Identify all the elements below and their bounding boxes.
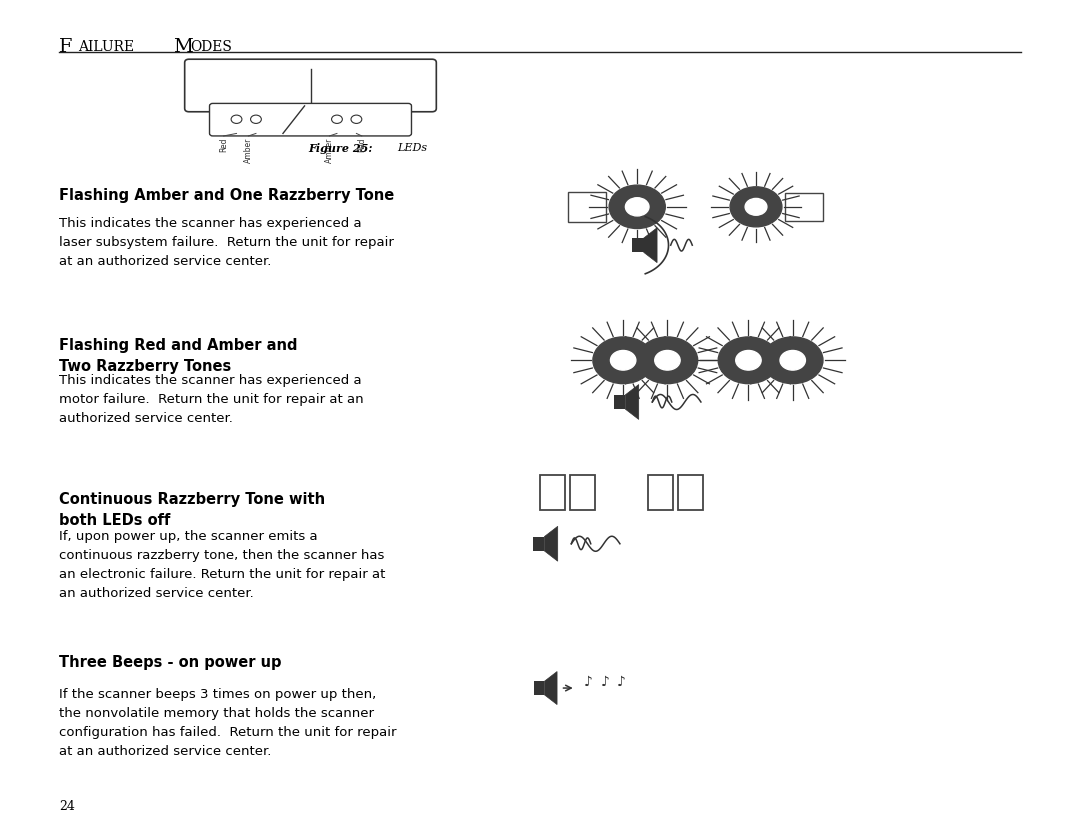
Text: F: F xyxy=(59,38,73,56)
Text: Figure 25:: Figure 25: xyxy=(308,143,376,154)
Bar xyxy=(534,536,544,551)
Circle shape xyxy=(637,337,698,384)
Circle shape xyxy=(609,185,665,229)
Text: Flashing Red and Amber and
Two Razzberry Tones: Flashing Red and Amber and Two Razzberry… xyxy=(59,338,298,374)
Text: This indicates the scanner has experienced a
motor failure.  Return the unit for: This indicates the scanner has experienc… xyxy=(59,374,364,425)
Polygon shape xyxy=(644,228,657,263)
Circle shape xyxy=(610,350,636,370)
Bar xyxy=(648,475,673,510)
Circle shape xyxy=(730,187,782,227)
Circle shape xyxy=(780,350,806,370)
Circle shape xyxy=(735,350,761,370)
Text: If the scanner beeps 3 times on power up then,
the nonvolatile memory that holds: If the scanner beeps 3 times on power up… xyxy=(59,688,397,758)
Text: If, upon power up, the scanner emits a
continuous razzberry tone, then the scann: If, upon power up, the scanner emits a c… xyxy=(59,530,386,600)
Polygon shape xyxy=(625,384,638,420)
Text: 24: 24 xyxy=(59,800,76,813)
FancyBboxPatch shape xyxy=(210,103,411,136)
Bar xyxy=(615,394,625,409)
Text: Amber: Amber xyxy=(244,138,253,163)
Text: LEDs: LEDs xyxy=(397,143,428,153)
Bar xyxy=(633,238,644,253)
Circle shape xyxy=(718,337,779,384)
Bar xyxy=(534,681,544,695)
Circle shape xyxy=(745,198,767,215)
Text: Three Beeps - on power up: Three Beeps - on power up xyxy=(59,655,282,670)
Polygon shape xyxy=(544,671,557,705)
Circle shape xyxy=(654,350,680,370)
Bar xyxy=(540,475,565,510)
Text: Red: Red xyxy=(357,138,366,152)
Text: ♪: ♪ xyxy=(600,676,609,689)
Bar xyxy=(570,475,595,510)
Bar xyxy=(678,475,703,510)
Circle shape xyxy=(593,337,653,384)
Text: ♪: ♪ xyxy=(617,676,625,689)
Bar xyxy=(568,192,606,222)
Text: Amber: Amber xyxy=(325,138,334,163)
Text: This indicates the scanner has experienced a
laser subsystem failure.  Return th: This indicates the scanner has experienc… xyxy=(59,217,394,268)
Text: AILURE: AILURE xyxy=(78,40,134,54)
Bar xyxy=(785,193,823,221)
Polygon shape xyxy=(544,526,557,561)
Text: Continuous Razzberry Tone with
both LEDs off: Continuous Razzberry Tone with both LEDs… xyxy=(59,492,325,528)
Text: ODES: ODES xyxy=(190,40,232,54)
Circle shape xyxy=(625,198,649,216)
Text: Red: Red xyxy=(219,138,228,152)
Circle shape xyxy=(762,337,823,384)
Text: ♪: ♪ xyxy=(584,676,593,689)
Text: Flashing Amber and One Razzberry Tone: Flashing Amber and One Razzberry Tone xyxy=(59,188,394,203)
Text: M: M xyxy=(173,38,192,56)
FancyBboxPatch shape xyxy=(185,59,436,112)
